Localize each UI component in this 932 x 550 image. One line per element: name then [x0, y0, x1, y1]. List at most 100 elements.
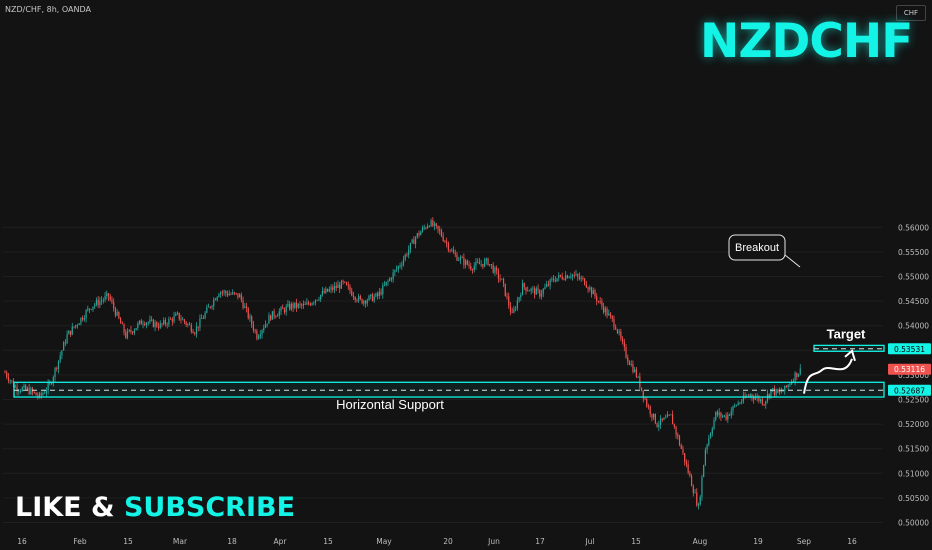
candle-body — [485, 258, 487, 261]
candle-body — [347, 284, 349, 287]
candle-body — [604, 308, 606, 313]
time-axis[interactable]: 16 Feb 15 Mar 18 Apr 15 May 20 Jun 17 Jul 15 Aug 19 Sep… — [17, 537, 857, 546]
candle-body — [433, 223, 436, 226]
candle-body — [383, 284, 386, 286]
candle-body — [156, 322, 158, 327]
currency-selector[interactable]: CHF — [896, 5, 926, 21]
support-zone — [13, 381, 885, 398]
candle-body — [394, 270, 396, 273]
candle-body — [247, 308, 249, 318]
candle-body — [132, 331, 134, 333]
candle-body — [332, 287, 334, 290]
candle-body — [535, 288, 537, 295]
candle-body — [73, 326, 75, 328]
candle-body — [463, 257, 465, 265]
candle-body — [28, 388, 30, 394]
candle-body — [497, 270, 499, 279]
candle-body — [382, 285, 384, 295]
candle-body — [753, 397, 755, 400]
candle-body — [88, 308, 91, 310]
candle-body — [254, 330, 256, 332]
candle-body — [494, 267, 496, 273]
candle-body — [496, 267, 498, 271]
candle-body — [182, 319, 184, 321]
candle-body — [328, 289, 330, 292]
candle-body — [504, 283, 506, 297]
candle-body — [49, 382, 51, 384]
candle-body — [216, 296, 218, 301]
candle-body — [718, 412, 720, 416]
candle-body — [568, 276, 570, 279]
candle-body — [675, 426, 677, 435]
candle-body — [6, 372, 8, 377]
candle-body — [685, 462, 688, 465]
candle-body — [673, 424, 675, 427]
candle-body — [532, 288, 534, 290]
candle-body — [782, 391, 784, 392]
candle-body — [680, 444, 682, 449]
candle-body — [18, 391, 20, 392]
candle-body — [558, 274, 560, 279]
candle-body — [240, 294, 242, 301]
candle-body — [166, 324, 168, 325]
candle-body — [694, 492, 696, 494]
candle-body — [373, 296, 375, 302]
candle-body — [770, 388, 772, 397]
candle-body — [304, 304, 306, 305]
price-tick-label: 0.50000 — [898, 519, 929, 528]
candle-body — [520, 295, 522, 298]
candle-body — [187, 324, 189, 325]
annotation-zones — [13, 344, 885, 398]
candle-body — [292, 303, 294, 308]
candle-body — [706, 444, 708, 450]
candle-body — [397, 266, 399, 270]
candle-body — [363, 300, 365, 304]
candle-body — [171, 318, 173, 322]
candle-body — [742, 395, 744, 402]
candle-body — [368, 295, 370, 301]
candle-body — [392, 272, 394, 280]
candle-body — [170, 318, 172, 320]
candle-body — [697, 504, 700, 506]
candle-body — [159, 323, 161, 328]
candle-body — [264, 324, 267, 328]
candle-body — [68, 330, 70, 335]
time-tick-label: Jul — [584, 537, 594, 546]
price-axis[interactable]: 0.56000 0.55500 0.55000 0.54500 0.54000 0.535… — [888, 223, 931, 528]
candle-body — [439, 229, 441, 231]
symbol-label[interactable]: NZD/CHF, 8h, OANDA — [5, 5, 91, 14]
candle-body — [734, 405, 736, 407]
candle-body — [672, 414, 674, 425]
candle-body — [749, 394, 751, 397]
candle-body — [245, 306, 248, 309]
candle-body — [768, 394, 770, 397]
candle-body — [151, 319, 153, 321]
candle-body — [349, 286, 351, 291]
candle-body — [326, 288, 329, 292]
candle-body — [126, 330, 129, 338]
candle-body — [194, 333, 196, 334]
time-tick-label: Jun — [487, 537, 500, 546]
candle-body — [378, 291, 380, 297]
candle-body — [621, 338, 624, 343]
candle-body — [4, 372, 6, 374]
candle-body — [642, 390, 644, 399]
price-tick-label: 0.52500 — [898, 396, 929, 405]
candle-body — [556, 278, 558, 282]
candle-body — [206, 307, 208, 313]
candle-body — [121, 323, 123, 325]
candle-body — [161, 323, 163, 325]
candle-body — [525, 287, 527, 291]
candle-body — [561, 276, 563, 280]
candle-body — [775, 389, 777, 395]
time-tick-label: Aug — [693, 537, 708, 546]
price-tick-label: 0.51500 — [898, 445, 929, 454]
candle-body — [64, 342, 66, 344]
candle-body — [223, 291, 225, 293]
candle-body — [147, 322, 149, 324]
candle-body — [699, 496, 701, 505]
cta-left-text: LIKE & — [15, 492, 124, 523]
candle-body — [225, 291, 227, 294]
candle-body — [502, 278, 505, 284]
